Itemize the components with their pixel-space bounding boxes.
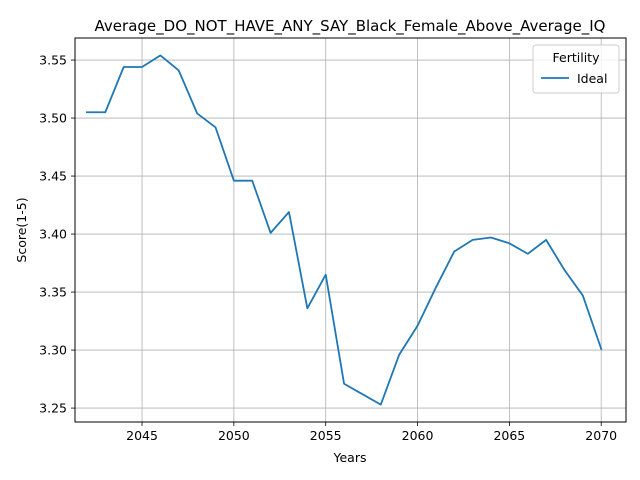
x-tick-label: 2055 [310, 428, 342, 443]
x-tick-label: 2060 [402, 428, 434, 443]
x-tick-label: 2050 [218, 428, 250, 443]
y-tick-label: 3.25 [39, 401, 67, 416]
y-tick-label: 3.45 [39, 169, 67, 184]
plot-frame [74, 37, 627, 423]
legend-title: Fertility [553, 50, 601, 65]
y-axis: 3.25 3.30 3.35 3.40 3.45 3.50 3.55 [39, 53, 75, 416]
y-tick-label: 3.55 [39, 53, 67, 68]
x-tick-label: 2065 [493, 428, 525, 443]
plot-lines [86, 54, 603, 406]
y-tick-label: 3.40 [39, 227, 67, 242]
x-tick-label: 2045 [126, 428, 158, 443]
legend-box [532, 44, 620, 94]
series-line-ideal [86, 54, 603, 406]
grid [75, 38, 626, 422]
x-axis: 2045 2050 2055 2060 2065 2070 [126, 422, 617, 443]
y-tick-label: 3.50 [39, 111, 67, 126]
legend: Fertility Ideal [532, 44, 620, 94]
x-axis-label: Years [333, 450, 367, 465]
y-axis-label: Score(1-5) [14, 197, 29, 262]
chart-title: Average_DO_NOT_HAVE_ANY_SAY_Black_Female… [95, 17, 606, 36]
x-tick-label: 2070 [585, 428, 617, 443]
legend-label-ideal: Ideal [577, 71, 607, 86]
y-tick-label: 3.30 [39, 343, 67, 358]
y-tick-label: 3.35 [39, 285, 67, 300]
